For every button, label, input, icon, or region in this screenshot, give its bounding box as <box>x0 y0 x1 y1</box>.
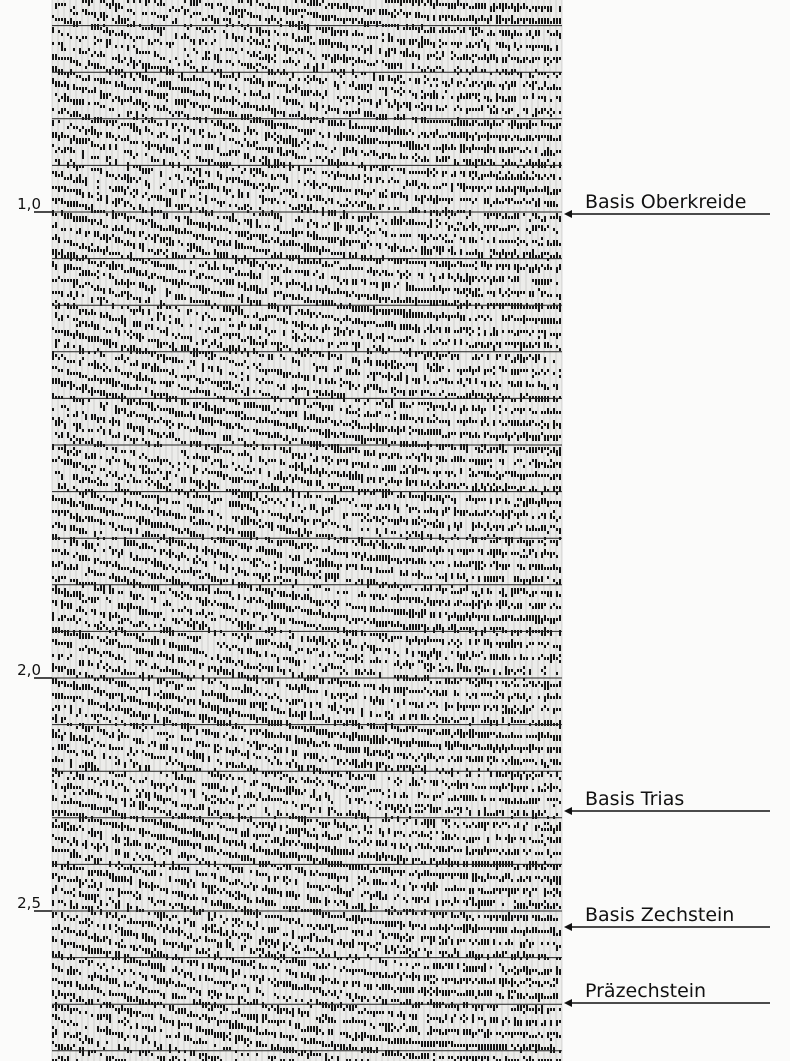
horizon-label: Basis Trias <box>585 788 684 810</box>
horizon-label: Basis Oberkreide <box>585 191 746 213</box>
time-tick-label: 1,0 <box>17 195 41 213</box>
time-tick-label: 2,0 <box>17 661 41 679</box>
seismic-figure: 1,0 2,0 2,5 Basis Oberkreide Basis Trias Basi… <box>0 0 790 1061</box>
time-tick-label: 2,5 <box>17 894 41 912</box>
horizon-label: Basis Zechstein <box>585 904 734 926</box>
page: 1,0 2,0 2,5 Basis Oberkreide Basis Trias Basi… <box>0 0 790 1061</box>
horizon-label: Präzechstein <box>585 980 706 1002</box>
